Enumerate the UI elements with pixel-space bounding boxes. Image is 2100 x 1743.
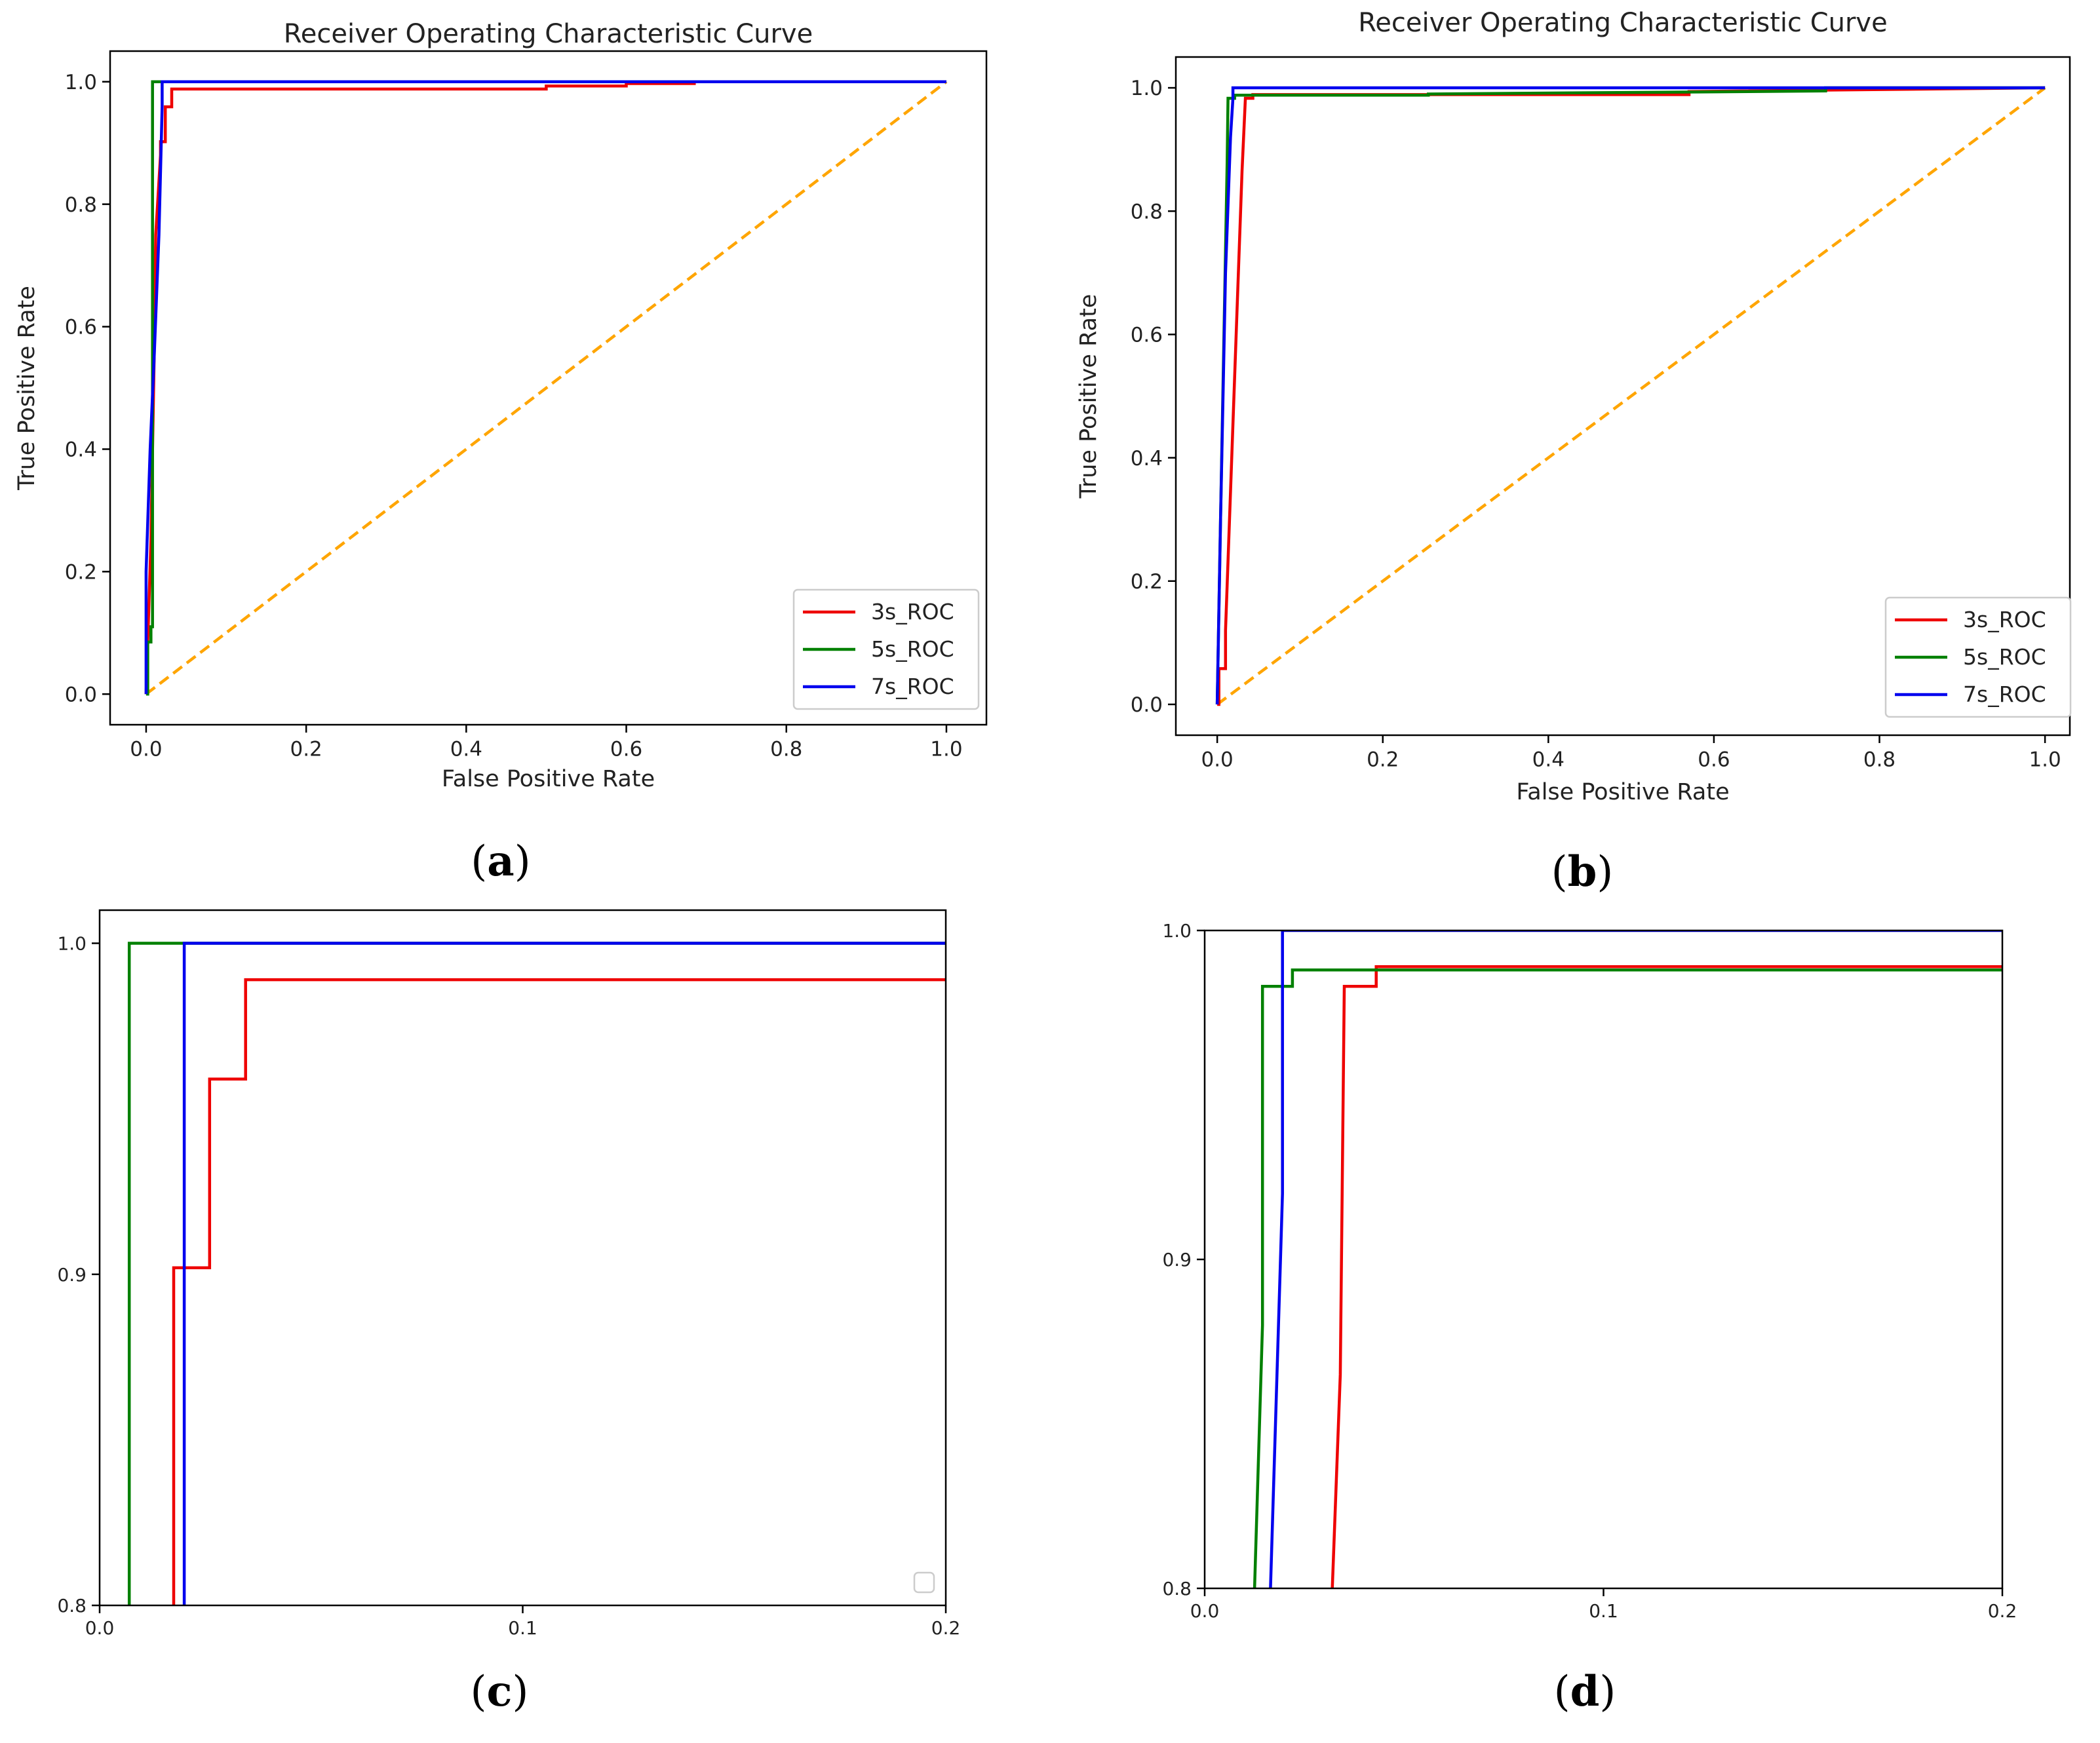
legend-label: 3s_ROC [871, 599, 954, 624]
panel-caption-letter: d [1570, 1667, 1600, 1716]
plot-frame [109, 50, 988, 726]
y-axis-label: True Positive Rate [1076, 294, 1102, 499]
panel-caption: (d) [1554, 1667, 1616, 1716]
x-tick-label: 0.2 [1367, 748, 1399, 772]
plot-frame [98, 909, 947, 1607]
chance-line [1216, 86, 2046, 706]
chart-title: Receiver Operating Characteristic Curve [284, 19, 813, 49]
x-tick-label: 0.0 [1190, 1600, 1220, 1622]
x-tick-label: 0.8 [1863, 748, 1896, 772]
plot-frame [1203, 929, 2004, 1590]
plot-frame [1175, 56, 2071, 737]
x-tick-label: 0.1 [1589, 1600, 1618, 1622]
y-tick-label: 0.4 [65, 438, 97, 462]
y-tick-label: 1.0 [1131, 77, 1163, 100]
chart-panel-c: 0.0 0.1 0.2 0.8 0.9 1.0 (c) [57, 909, 961, 1716]
series-line-5s_ROC [146, 80, 946, 696]
x-tick-label: 0.1 [508, 1617, 537, 1639]
x-tick-label: 0.2 [1988, 1600, 2017, 1622]
y-tick-label: 1.0 [1162, 920, 1192, 942]
y-tick-label: 0.2 [1131, 570, 1163, 594]
chart-panel-a: Receiver Operating Characteristic Curve 0… [14, 19, 988, 886]
panel-caption: (a) [471, 837, 530, 886]
y-tick-label: 0.6 [1131, 324, 1163, 347]
y-tick-label: 1.0 [57, 933, 87, 955]
legend-label: 5s_ROC [871, 636, 954, 662]
x-axis-label: False Positive Rate [442, 766, 655, 792]
series-line-7s_ROC [144, 80, 946, 695]
series-line-3s_ROC [144, 80, 946, 695]
legend-label: 5s_ROC [1963, 644, 2046, 670]
y-tick-label: 0.6 [65, 316, 97, 339]
panel-caption: (c) [471, 1667, 529, 1716]
series-line-3s_ROC [172, 978, 946, 1605]
x-tick-label: 0.4 [450, 738, 482, 761]
legend-box [1884, 596, 2072, 718]
y-tick-label: 0.9 [57, 1264, 87, 1286]
chart-title: Receiver Operating Characteristic Curve [1358, 8, 1887, 38]
panel-caption: (b) [1551, 847, 1614, 896]
legend-box [913, 1571, 935, 1594]
x-tick-label: 0.0 [85, 1617, 115, 1639]
x-tick-label: 0.0 [1201, 748, 1233, 772]
legend-box [792, 588, 980, 710]
x-tick-label: 0.4 [1532, 748, 1565, 772]
y-tick-label: 0.0 [1131, 693, 1163, 717]
series-line-5s_ROC [127, 942, 946, 1605]
y-tick-label: 0.8 [57, 1595, 87, 1617]
y-tick-label: 0.4 [1131, 447, 1163, 470]
series-line-5s_ROC [1253, 968, 2002, 1588]
legend-label: 7s_ROC [1963, 681, 2046, 707]
chart-panel-b: Receiver Operating Characteristic Curve 0… [1076, 8, 2072, 896]
y-tick-label: 1.0 [65, 71, 97, 94]
x-tick-label: 0.2 [931, 1617, 961, 1639]
chance-line [145, 80, 948, 696]
x-tick-label: 1.0 [930, 738, 962, 761]
x-tick-label: 0.6 [1698, 748, 1730, 772]
y-tick-label: 0.9 [1162, 1249, 1192, 1271]
panel-caption-letter: a [487, 837, 514, 886]
y-tick-label: 0.8 [1131, 200, 1163, 223]
series-line-7s_ROC [1269, 930, 2002, 1588]
x-axis-label: False Positive Rate [1516, 779, 1729, 805]
y-axis-label: True Positive Rate [14, 286, 40, 491]
series-line-3s_ROC [1331, 965, 2002, 1588]
x-tick-label: 0.0 [130, 738, 162, 761]
x-tick-label: 0.2 [290, 738, 322, 761]
x-tick-label: 0.6 [610, 738, 642, 761]
y-tick-label: 0.0 [65, 683, 97, 706]
y-tick-label: 0.2 [65, 561, 97, 584]
chart-panel-d: 0.0 0.1 0.2 0.8 0.9 1.0 (d) [1162, 920, 2017, 1716]
x-tick-label: 0.8 [770, 738, 802, 761]
legend-label: 7s_ROC [871, 674, 954, 699]
legend-label: 3s_ROC [1963, 607, 2046, 632]
x-tick-label: 1.0 [2029, 748, 2061, 772]
panel-caption-letter: b [1568, 847, 1597, 896]
series-line-7s_ROC [182, 942, 946, 1605]
y-tick-label: 0.8 [1162, 1578, 1192, 1599]
panel-caption-letter: c [487, 1667, 513, 1716]
series-line-7s_ROC [1215, 86, 2046, 705]
y-tick-label: 0.8 [65, 193, 97, 217]
